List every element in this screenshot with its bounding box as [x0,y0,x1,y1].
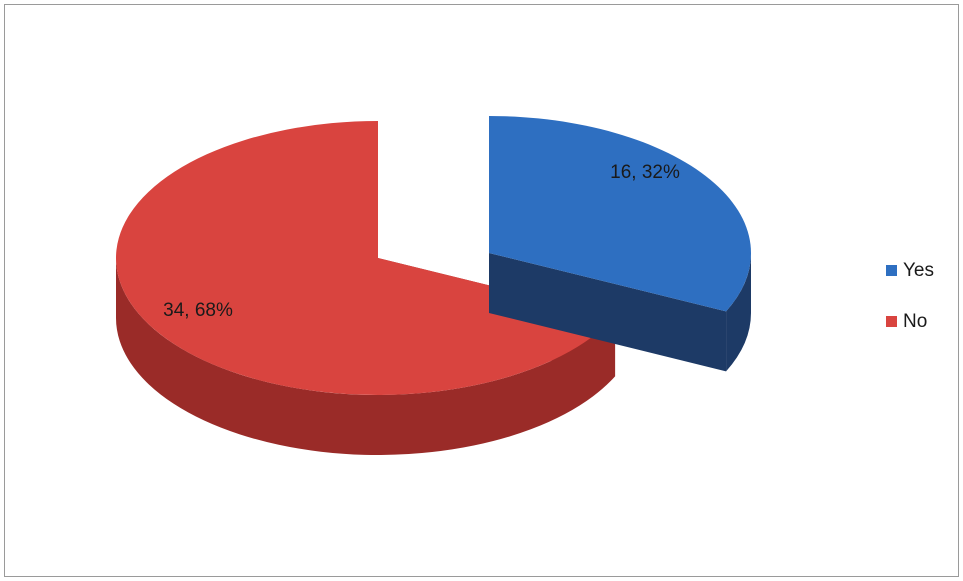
pie-slice-no-side-0 [116,258,616,456]
legend-label-no: No [903,310,928,332]
legend-label-yes: Yes [903,259,934,281]
data-label-no: 34, 68% [163,300,233,321]
legend-swatch-yes [886,265,897,276]
legend-item-no: No [886,309,958,334]
pie-slice-yes-top [489,116,751,312]
legend-swatch-no [886,316,897,327]
chart-legend: Yes No [886,258,958,360]
pie-slice-yes-side-0 [726,253,751,372]
pie-slice-yes-cut-1 [489,253,727,372]
data-label-yes: 16, 32% [610,162,680,183]
legend-item-yes: Yes [886,258,958,283]
pie-slice-yes [489,116,751,372]
pie-slice-no-top [116,121,616,395]
pie-slice-no [116,121,616,456]
